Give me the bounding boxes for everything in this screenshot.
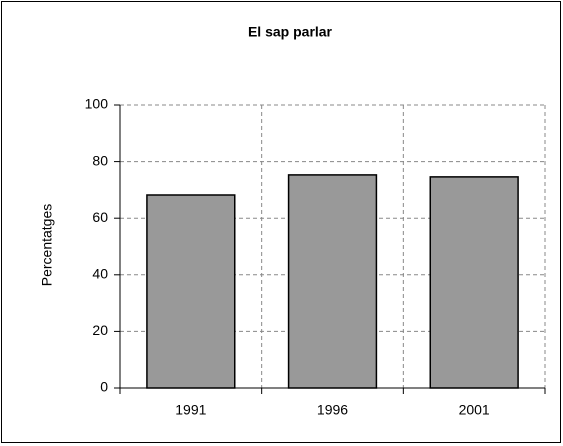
x-tick-label: 1991 [175, 402, 206, 418]
y-tick-label: 20 [92, 322, 108, 338]
chart-title: El sap parlar [248, 24, 333, 40]
y-tick-label: 0 [100, 379, 108, 395]
y-tick-label: 100 [85, 96, 109, 112]
x-tick-label: 1996 [317, 402, 348, 418]
y-tick-label: 80 [92, 152, 108, 168]
y-tick-label: 60 [92, 209, 108, 225]
y-axis-label: Percentatges [39, 204, 55, 287]
y-tick-label: 40 [92, 266, 108, 282]
bar [146, 194, 236, 389]
bar [429, 176, 519, 389]
x-tick-label: 2001 [459, 402, 490, 418]
bar [287, 174, 378, 389]
